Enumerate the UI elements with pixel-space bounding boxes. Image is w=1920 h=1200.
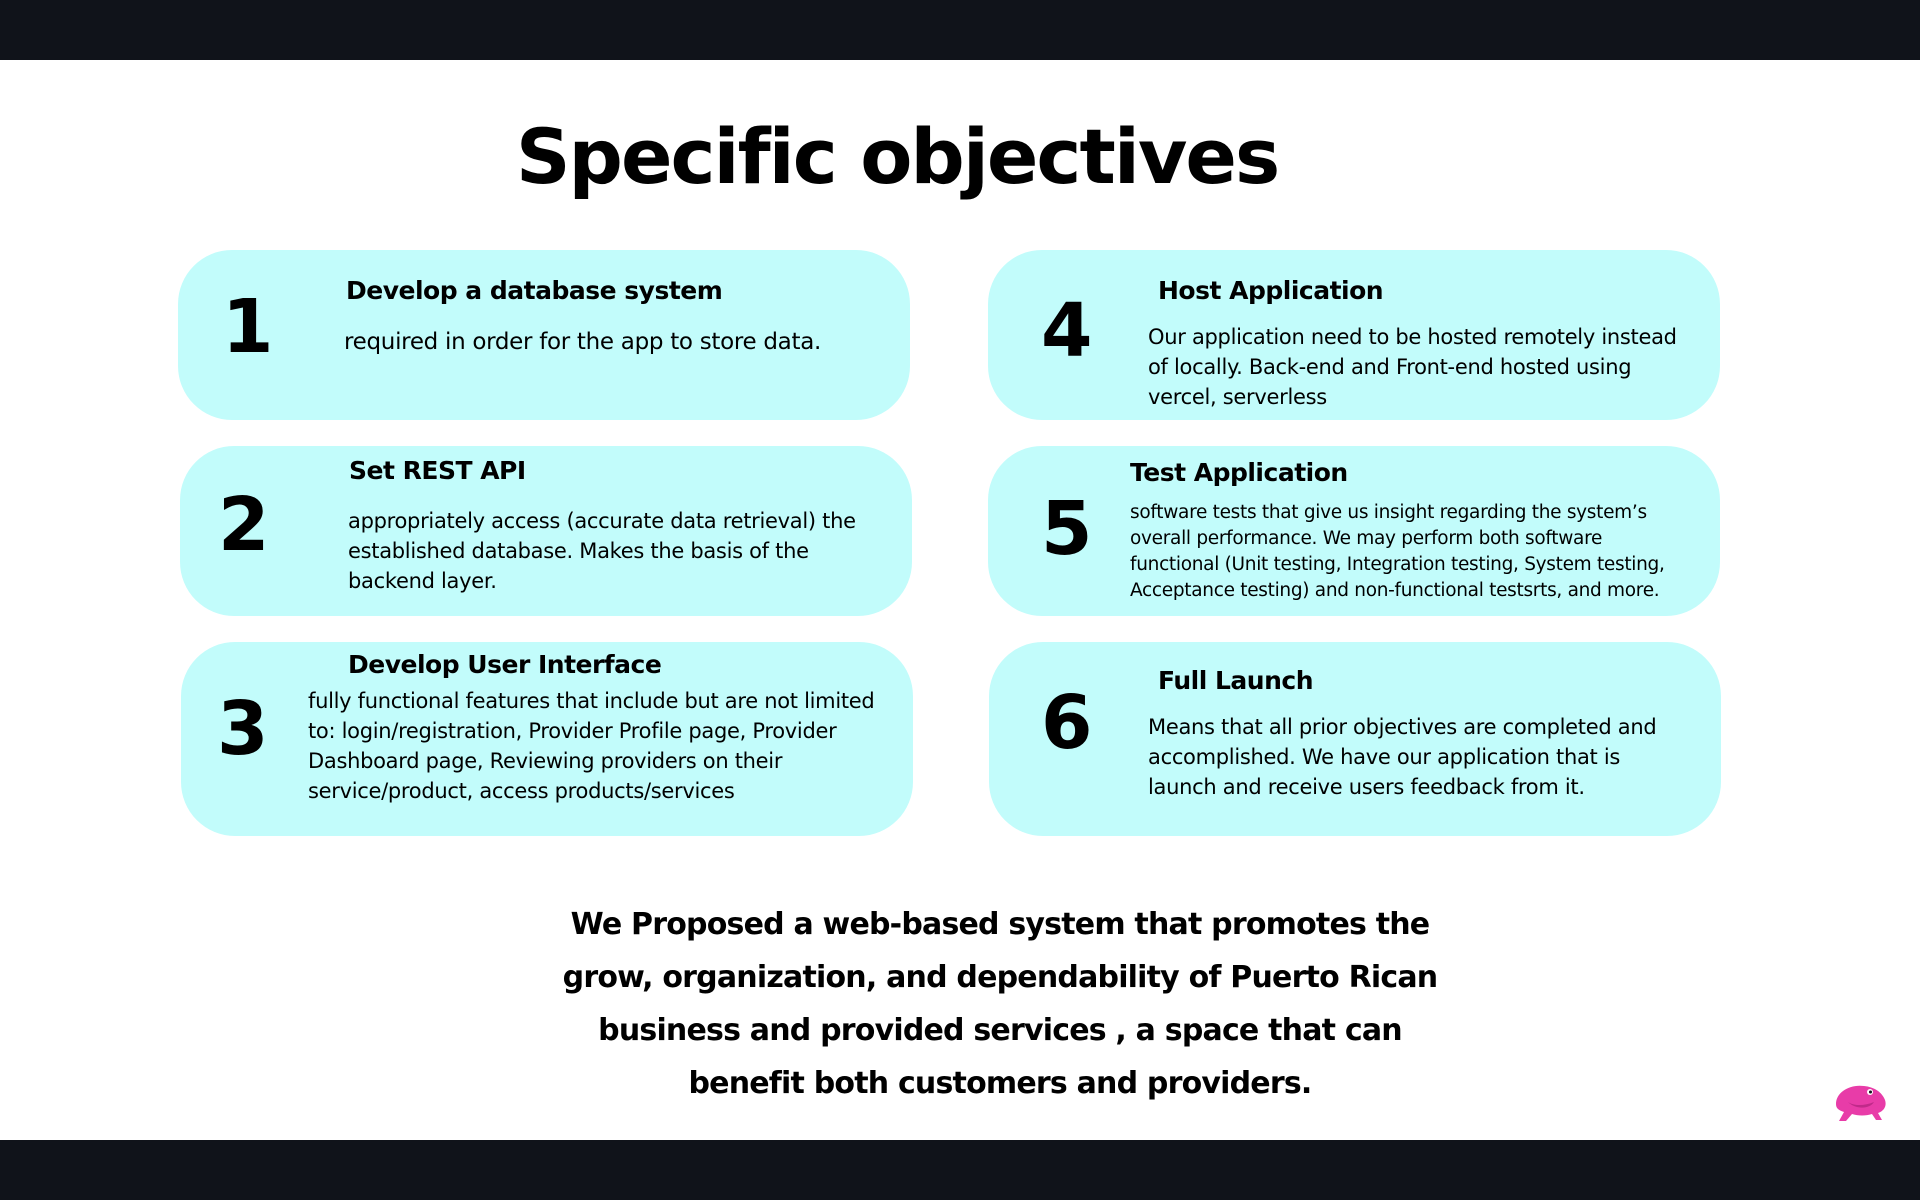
objective-description: Means that all prior objectives are comp…: [1148, 715, 1657, 799]
objective-description: Our application need to be hosted remote…: [1148, 325, 1677, 409]
top-letterbox-bar: [0, 0, 1920, 60]
objective-card-2: 2 Set REST API appropriately access (acc…: [180, 446, 912, 616]
objective-description: required in order for the app to store d…: [344, 329, 821, 355]
objective-number: 1: [222, 284, 274, 370]
objective-card-5: 5 Test Application software tests that g…: [988, 446, 1720, 616]
objective-number: 4: [1041, 288, 1093, 374]
objective-number: 5: [1041, 486, 1093, 572]
objective-description: appropriately access (accurate data retr…: [348, 509, 856, 593]
summary-statement: We Proposed a web-based system that prom…: [562, 907, 1438, 1101]
objective-number: 2: [218, 482, 270, 568]
objective-description: fully functional features that include b…: [308, 689, 875, 803]
objective-title: Develop User Interface: [348, 650, 662, 679]
objective-title: Test Application: [1130, 458, 1348, 487]
frog-logo-icon: [1836, 1085, 1886, 1121]
objective-card-6: 6 Full Launch Means that all prior objec…: [989, 642, 1721, 836]
objective-card-3: 3 Develop User Interface fully functiona…: [181, 642, 913, 836]
objective-title: Host Application: [1158, 276, 1384, 305]
objective-number: 6: [1041, 680, 1093, 766]
objective-title: Full Launch: [1158, 666, 1314, 695]
slide-title: Specific objectives: [515, 112, 1280, 201]
objective-title: Develop a database system: [346, 276, 723, 305]
presentation-slide: Specific objectives 1 Develop a database…: [0, 60, 1920, 1140]
objective-card-4: 4 Host Application Our application need …: [988, 250, 1720, 420]
objective-card-1: 1 Develop a database system required in …: [178, 250, 910, 420]
bottom-letterbox-bar: [0, 1140, 1920, 1200]
objective-number: 3: [217, 686, 269, 772]
objective-description: software tests that give us insight rega…: [1130, 502, 1665, 601]
objective-title: Set REST API: [349, 456, 526, 485]
